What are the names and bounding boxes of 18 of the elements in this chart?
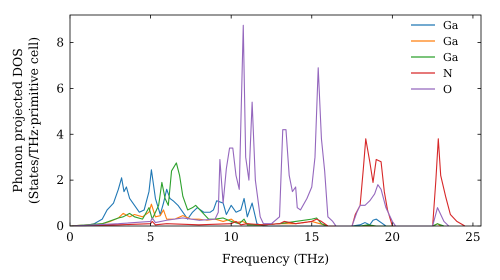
legend-label: O	[443, 83, 452, 96]
legend-label: Ga	[443, 35, 459, 48]
y-tick-label: 4	[56, 127, 64, 142]
x-axis-title: Frequency (THz)	[222, 251, 330, 266]
y-tick-label: 2	[56, 173, 64, 188]
y-tick-label: 6	[56, 81, 64, 96]
x-tick-label: 0	[66, 230, 74, 244]
x-tick-label: 20	[384, 230, 400, 244]
legend-label: Ga	[443, 19, 459, 32]
y-tick-label: 8	[56, 36, 64, 50]
x-tick-label: 15	[304, 230, 320, 244]
x-tick-label: 5	[146, 230, 154, 244]
y-tick-label: 0	[56, 219, 64, 233]
y-axis-title: Phonon projected DOS (States/THz·primitive cell)	[10, 36, 41, 204]
x-tick-label: 10	[224, 230, 239, 244]
legend-label: Ga	[443, 51, 459, 64]
legend-label: N	[443, 67, 453, 80]
x-tick-label: 25	[465, 230, 481, 244]
